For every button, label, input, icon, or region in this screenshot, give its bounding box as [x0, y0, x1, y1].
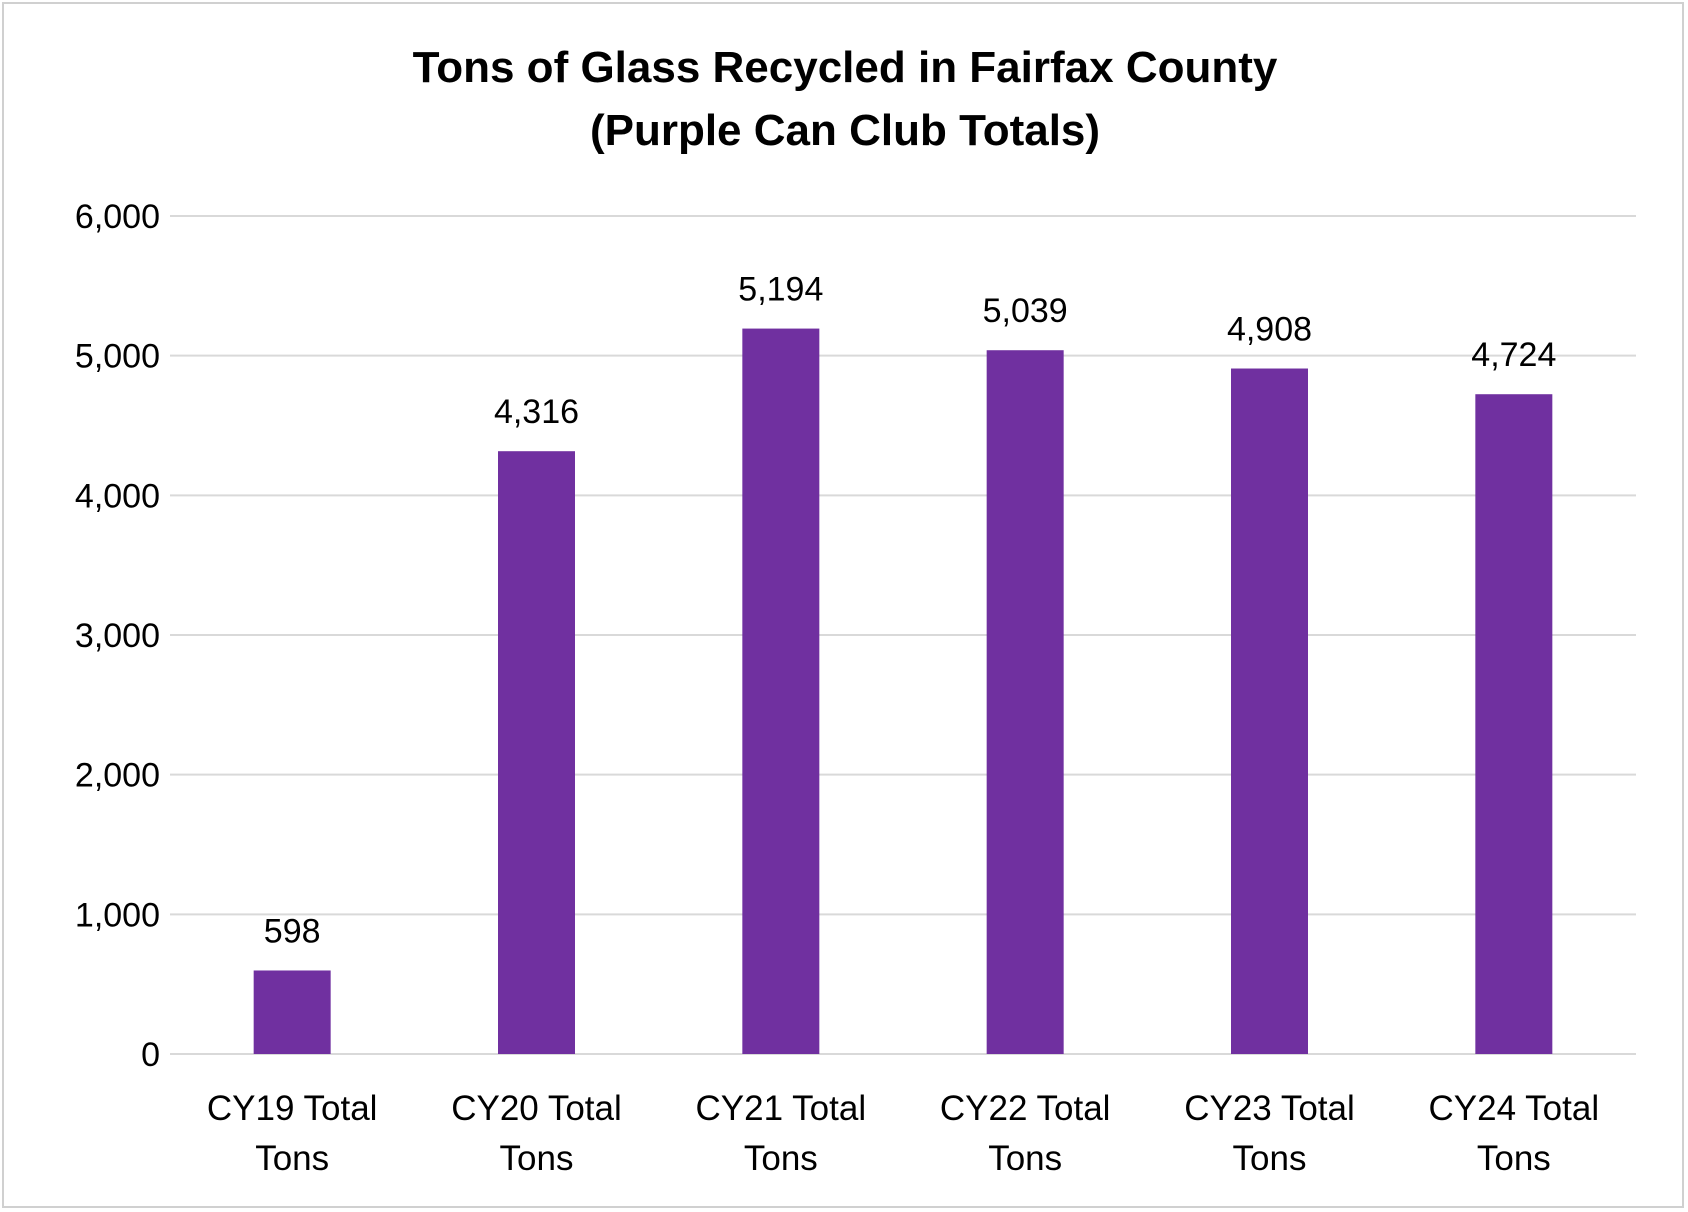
x-tick-label: CY21 Total Tons: [696, 1089, 867, 1178]
bar: [253, 970, 331, 1054]
x-tick-label: CY22 Total Tons: [940, 1089, 1111, 1178]
chart-title: Tons of Glass Recycled in Fairfax County: [413, 43, 1278, 92]
y-tick-label: 0: [141, 1036, 160, 1074]
data-label: 4,724: [1471, 336, 1556, 374]
bar: [498, 451, 575, 1054]
x-tick-label: CY24 Total Tons: [1429, 1089, 1600, 1178]
bar: [1475, 394, 1553, 1054]
y-tick-label: 1,000: [75, 896, 160, 934]
x-tick-label: CY23 Total Tons: [1184, 1089, 1355, 1178]
data-label: 5,039: [983, 292, 1068, 330]
data-label: 5,194: [738, 271, 823, 309]
bar: [742, 328, 820, 1055]
y-axis-ticks: 0 1,000 2,000 3,000 4,000 5,000 6,000: [75, 198, 160, 1074]
data-label: 598: [264, 912, 321, 950]
y-tick-label: 3,000: [75, 617, 160, 655]
data-label: 4,908: [1227, 311, 1312, 349]
y-tick-label: 5,000: [75, 338, 160, 376]
bar: [986, 350, 1064, 1054]
y-tick-label: 4,000: [75, 477, 160, 515]
y-tick-label: 6,000: [75, 198, 160, 236]
data-label: 4,316: [494, 393, 579, 431]
y-tick-label: 2,000: [75, 757, 160, 795]
x-tick-label: CY20 Total Tons: [451, 1089, 622, 1178]
gridlines: [170, 215, 1636, 1055]
x-tick-label: CY19 Total Tons: [207, 1089, 378, 1178]
x-axis-categories: CY19 Total Tons CY20 Total Tons CY21 Total To…: [207, 1089, 1599, 1178]
bar: [1231, 368, 1308, 1054]
chart-subtitle: (Purple Can Club Totals): [590, 106, 1100, 155]
data-labels: 598 4,316 5,194 5,039 4,908 4,724: [264, 271, 1557, 951]
bars: [253, 328, 1553, 1055]
